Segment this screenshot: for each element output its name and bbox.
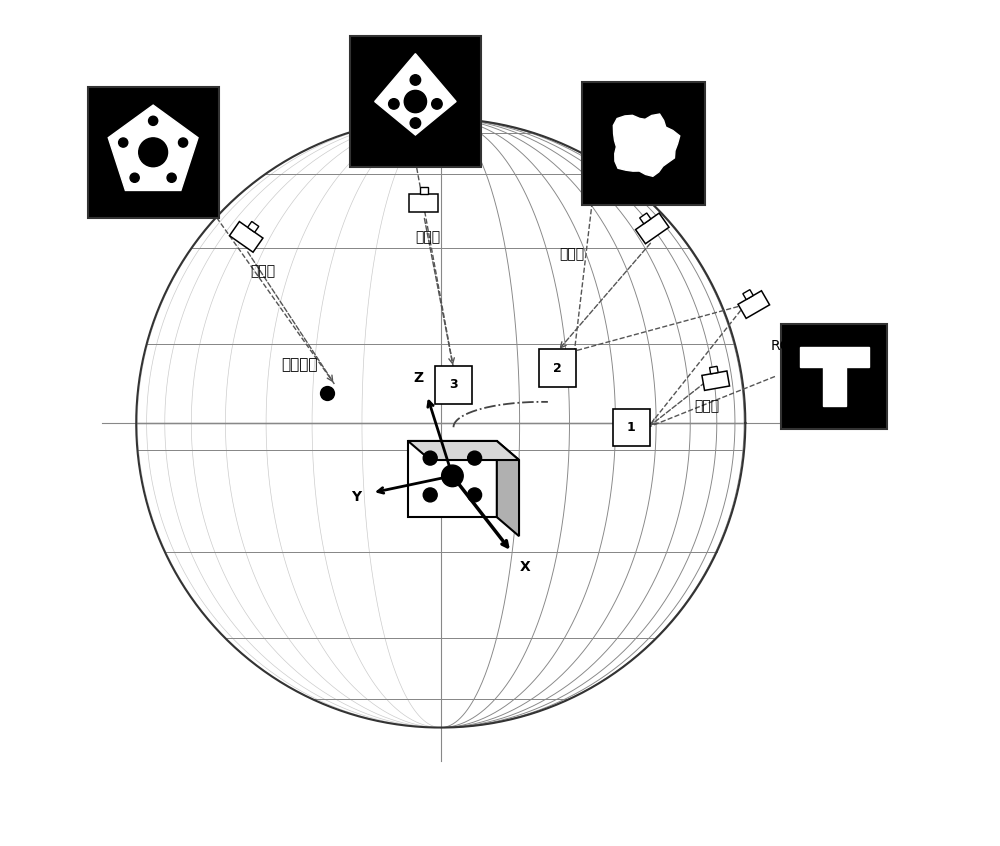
Polygon shape xyxy=(248,222,259,233)
Circle shape xyxy=(423,451,437,465)
Circle shape xyxy=(410,118,421,129)
Polygon shape xyxy=(640,213,651,224)
Circle shape xyxy=(468,488,482,502)
Bar xyxy=(350,36,481,168)
Polygon shape xyxy=(409,195,438,212)
Text: 3: 3 xyxy=(449,378,458,392)
Circle shape xyxy=(423,488,437,502)
Polygon shape xyxy=(800,348,869,405)
Text: RGB-D相机: RGB-D相机 xyxy=(771,338,833,353)
Bar xyxy=(88,87,219,218)
Circle shape xyxy=(178,138,188,147)
Text: X: X xyxy=(520,561,531,574)
Text: 2: 2 xyxy=(553,361,562,375)
Polygon shape xyxy=(420,187,428,195)
Text: Z: Z xyxy=(414,371,424,384)
Polygon shape xyxy=(743,289,753,299)
Circle shape xyxy=(468,451,482,465)
Polygon shape xyxy=(702,371,730,390)
Circle shape xyxy=(119,138,128,147)
Circle shape xyxy=(404,91,427,113)
Text: 最接近: 最接近 xyxy=(695,399,720,413)
Polygon shape xyxy=(738,291,770,318)
Polygon shape xyxy=(408,441,497,517)
Polygon shape xyxy=(408,441,519,460)
Text: 最接近: 最接近 xyxy=(416,230,441,244)
Circle shape xyxy=(139,138,168,167)
Circle shape xyxy=(410,74,421,85)
Polygon shape xyxy=(375,53,456,135)
Circle shape xyxy=(442,465,463,486)
Text: 1: 1 xyxy=(627,420,636,434)
Bar xyxy=(582,83,705,206)
Polygon shape xyxy=(710,366,718,374)
Bar xyxy=(781,324,887,430)
Circle shape xyxy=(130,173,139,183)
Circle shape xyxy=(167,173,176,183)
Polygon shape xyxy=(613,114,680,176)
Polygon shape xyxy=(636,213,669,244)
Bar xyxy=(613,409,650,446)
Text: Y: Y xyxy=(351,490,361,504)
Circle shape xyxy=(432,99,442,109)
Bar xyxy=(435,366,472,404)
Circle shape xyxy=(149,116,158,125)
Text: 最接近: 最接近 xyxy=(559,247,584,261)
Text: 最接近: 最接近 xyxy=(251,264,276,277)
Polygon shape xyxy=(497,441,519,536)
Bar xyxy=(539,349,576,387)
Polygon shape xyxy=(108,105,198,190)
Circle shape xyxy=(389,99,399,109)
Polygon shape xyxy=(229,222,263,252)
Text: 最佳视角: 最佳视角 xyxy=(282,357,318,372)
